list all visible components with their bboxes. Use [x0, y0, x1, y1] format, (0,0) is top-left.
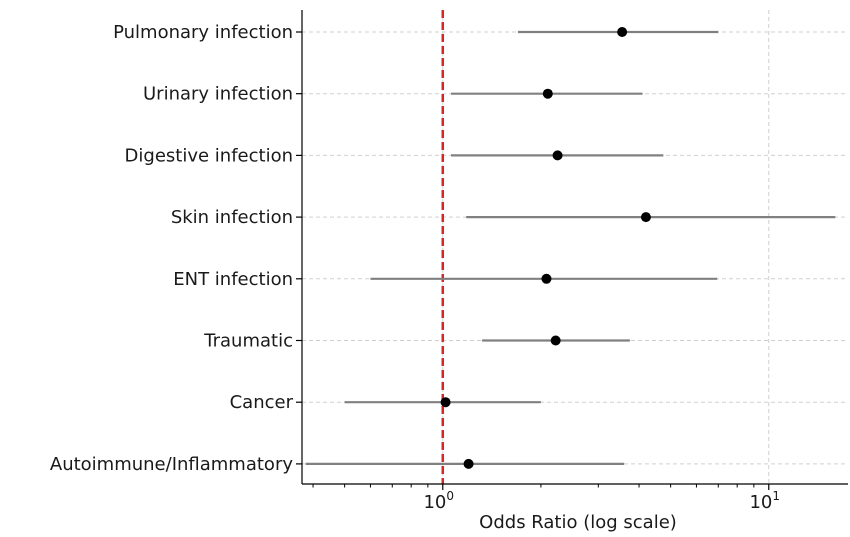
- axis-layer: [301, 10, 848, 485]
- x-tick-label-exponent: 0: [446, 489, 454, 503]
- category-label: Autoimmune/Inflammatory: [50, 454, 293, 475]
- category-label: Cancer: [230, 392, 294, 413]
- odds-ratio-point: [550, 335, 561, 346]
- grid-layer: [302, 10, 848, 484]
- x-tick-label-base: 10: [423, 492, 446, 513]
- category-label: Traumatic: [203, 331, 293, 352]
- odds-ratio-point: [463, 458, 474, 469]
- point-layer: [440, 27, 651, 469]
- x-tick-label: 101: [749, 489, 780, 513]
- x-tick-label-base: 10: [749, 492, 772, 513]
- odds-ratio-point: [552, 150, 563, 161]
- odds-ratio-point: [617, 27, 628, 37]
- odds-ratio-point: [542, 88, 553, 99]
- x-tick-label-exponent: 1: [772, 489, 780, 503]
- x-tick-layer: 100 101: [296, 31, 780, 513]
- category-label: Skin infection: [171, 207, 293, 228]
- odds-ratio-point: [640, 212, 651, 223]
- category-label: Digestive infection: [125, 145, 293, 166]
- category-label: Pulmonary infection: [113, 22, 293, 43]
- category-label-layer: Pulmonary infection Urinary infection Dige…: [50, 22, 294, 475]
- odds-ratio-point: [440, 397, 451, 408]
- ci-layer: [305, 30, 836, 465]
- odds-ratio-point: [541, 273, 552, 284]
- category-label: Urinary infection: [143, 84, 293, 105]
- x-axis-label: Odds Ratio (log scale): [479, 512, 677, 533]
- x-tick-label: 100: [423, 489, 454, 513]
- category-label: ENT infection: [173, 269, 293, 290]
